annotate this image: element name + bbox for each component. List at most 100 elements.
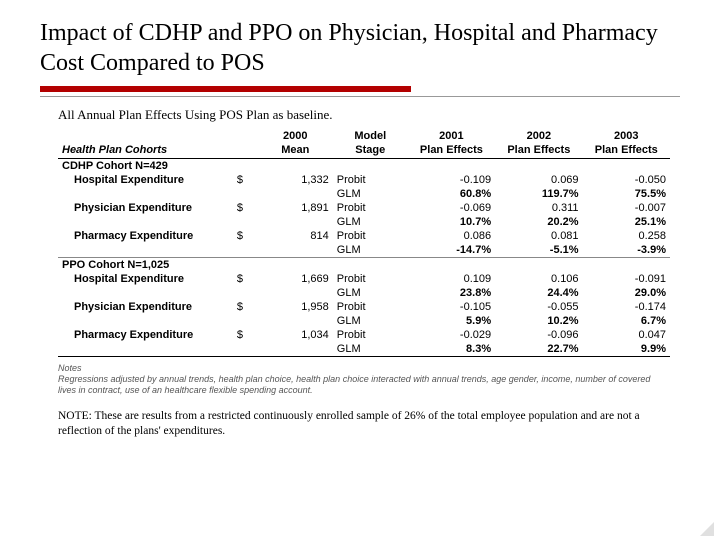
table-row: GLM-14.7%-5.1%-3.9% bbox=[58, 243, 670, 258]
model-stage: GLM bbox=[333, 243, 408, 258]
effect-2002: 0.069 bbox=[495, 173, 582, 187]
data-table: 2000 Model 2001 2002 2003 Health Plan Co… bbox=[58, 129, 670, 357]
model-stage: Probit bbox=[333, 328, 408, 342]
effect-2001: 0.086 bbox=[408, 229, 495, 243]
model-stage: GLM bbox=[333, 215, 408, 229]
header-row-1: 2000 Model 2001 2002 2003 bbox=[58, 129, 670, 143]
col-cohorts: Health Plan Cohorts bbox=[58, 143, 233, 159]
glm-2003: 25.1% bbox=[583, 215, 670, 229]
effect-2001: -0.069 bbox=[408, 201, 495, 215]
col-2000: 2000 bbox=[258, 129, 333, 143]
effect-2001: -0.029 bbox=[408, 328, 495, 342]
row-label: Hospital Expenditure bbox=[58, 272, 233, 286]
section-header: PPO Cohort N=1,025 bbox=[58, 258, 670, 273]
effect-2003: 0.047 bbox=[583, 328, 670, 342]
glm-2003: 29.0% bbox=[583, 286, 670, 300]
table-row: Pharmacy Expenditure$1,034Probit-0.029-0… bbox=[58, 328, 670, 342]
effect-2001: 0.109 bbox=[408, 272, 495, 286]
effect-2003: -0.174 bbox=[583, 300, 670, 314]
header-row-2: Health Plan Cohorts Mean Stage Plan Effe… bbox=[58, 143, 670, 159]
model-stage: GLM bbox=[333, 342, 408, 357]
effect-2003: 0.258 bbox=[583, 229, 670, 243]
glm-2002: 22.7% bbox=[495, 342, 582, 357]
row-label: Pharmacy Expenditure bbox=[58, 328, 233, 342]
mean-value: 1,891 bbox=[258, 201, 333, 215]
model-stage: Probit bbox=[333, 229, 408, 243]
mean-value: 1,958 bbox=[258, 300, 333, 314]
model-stage: GLM bbox=[333, 187, 408, 201]
effect-2001: -0.105 bbox=[408, 300, 495, 314]
data-table-container: 2000 Model 2001 2002 2003 Health Plan Co… bbox=[58, 129, 670, 395]
row-label: Hospital Expenditure bbox=[58, 173, 233, 187]
model-stage: Probit bbox=[333, 201, 408, 215]
table-row: Physician Expenditure$1,958Probit-0.105-… bbox=[58, 300, 670, 314]
currency: $ bbox=[233, 173, 258, 187]
table-row: GLM10.7%20.2%25.1% bbox=[58, 215, 670, 229]
currency: $ bbox=[233, 201, 258, 215]
glm-2001: 60.8% bbox=[408, 187, 495, 201]
row-label: Physician Expenditure bbox=[58, 300, 233, 314]
effect-2002: 0.106 bbox=[495, 272, 582, 286]
glm-2003: 6.7% bbox=[583, 314, 670, 328]
effect-2001: -0.109 bbox=[408, 173, 495, 187]
section-header-row: CDHP Cohort N=429 bbox=[58, 159, 670, 174]
glm-2002: 24.4% bbox=[495, 286, 582, 300]
notes-body: Regressions adjusted by annual trends, h… bbox=[58, 374, 670, 396]
mean-value: 1,034 bbox=[258, 328, 333, 342]
col-2002: 2002 bbox=[495, 129, 582, 143]
col-2001: 2001 bbox=[408, 129, 495, 143]
glm-2002: -5.1% bbox=[495, 243, 582, 258]
row-label: Pharmacy Expenditure bbox=[58, 229, 233, 243]
effect-2003: -0.091 bbox=[583, 272, 670, 286]
glm-2001: 5.9% bbox=[408, 314, 495, 328]
table-row: GLM23.8%24.4%29.0% bbox=[58, 286, 670, 300]
currency: $ bbox=[233, 272, 258, 286]
footnote: NOTE: These are results from a restricte… bbox=[58, 409, 662, 439]
glm-2003: -3.9% bbox=[583, 243, 670, 258]
effect-2003: -0.007 bbox=[583, 201, 670, 215]
glm-2003: 75.5% bbox=[583, 187, 670, 201]
glm-2002: 10.2% bbox=[495, 314, 582, 328]
mean-value: 1,332 bbox=[258, 173, 333, 187]
glm-2001: 23.8% bbox=[408, 286, 495, 300]
effect-2002: 0.081 bbox=[495, 229, 582, 243]
table-row: Hospital Expenditure$1,669Probit0.1090.1… bbox=[58, 272, 670, 286]
mean-value: 1,669 bbox=[258, 272, 333, 286]
model-stage: GLM bbox=[333, 286, 408, 300]
glm-2003: 9.9% bbox=[583, 342, 670, 357]
row-label: Physician Expenditure bbox=[58, 201, 233, 215]
table-row: Physician Expenditure$1,891Probit-0.0690… bbox=[58, 201, 670, 215]
table-row: Hospital Expenditure$1,332Probit-0.1090.… bbox=[58, 173, 670, 187]
glm-2001: 8.3% bbox=[408, 342, 495, 357]
divider bbox=[40, 96, 680, 97]
effect-2002: 0.311 bbox=[495, 201, 582, 215]
table-row: Pharmacy Expenditure$814Probit0.0860.081… bbox=[58, 229, 670, 243]
model-stage: Probit bbox=[333, 272, 408, 286]
effect-2003: -0.050 bbox=[583, 173, 670, 187]
col-2003: 2003 bbox=[583, 129, 670, 143]
model-stage: Probit bbox=[333, 173, 408, 187]
effect-2002: -0.055 bbox=[495, 300, 582, 314]
currency: $ bbox=[233, 229, 258, 243]
section-header-row: PPO Cohort N=1,025 bbox=[58, 258, 670, 273]
table-row: GLM60.8%119.7%75.5% bbox=[58, 187, 670, 201]
currency: $ bbox=[233, 328, 258, 342]
glm-2001: 10.7% bbox=[408, 215, 495, 229]
col-model: Model bbox=[333, 129, 408, 143]
page-corner-icon bbox=[700, 522, 714, 536]
glm-2002: 119.7% bbox=[495, 187, 582, 201]
effect-2002: -0.096 bbox=[495, 328, 582, 342]
section-header: CDHP Cohort N=429 bbox=[58, 159, 670, 174]
mean-value: 814 bbox=[258, 229, 333, 243]
table-row: GLM8.3%22.7%9.9% bbox=[58, 342, 670, 357]
model-stage: GLM bbox=[333, 314, 408, 328]
model-stage: Probit bbox=[333, 300, 408, 314]
slide-title: Impact of CDHP and PPO on Physician, Hos… bbox=[40, 18, 680, 78]
glm-2002: 20.2% bbox=[495, 215, 582, 229]
notes-label: Notes bbox=[58, 363, 670, 374]
glm-2001: -14.7% bbox=[408, 243, 495, 258]
accent-rule bbox=[40, 86, 411, 92]
table-notes: Notes Regressions adjusted by annual tre… bbox=[58, 363, 670, 395]
currency: $ bbox=[233, 300, 258, 314]
subtitle: All Annual Plan Effects Using POS Plan a… bbox=[58, 107, 680, 123]
